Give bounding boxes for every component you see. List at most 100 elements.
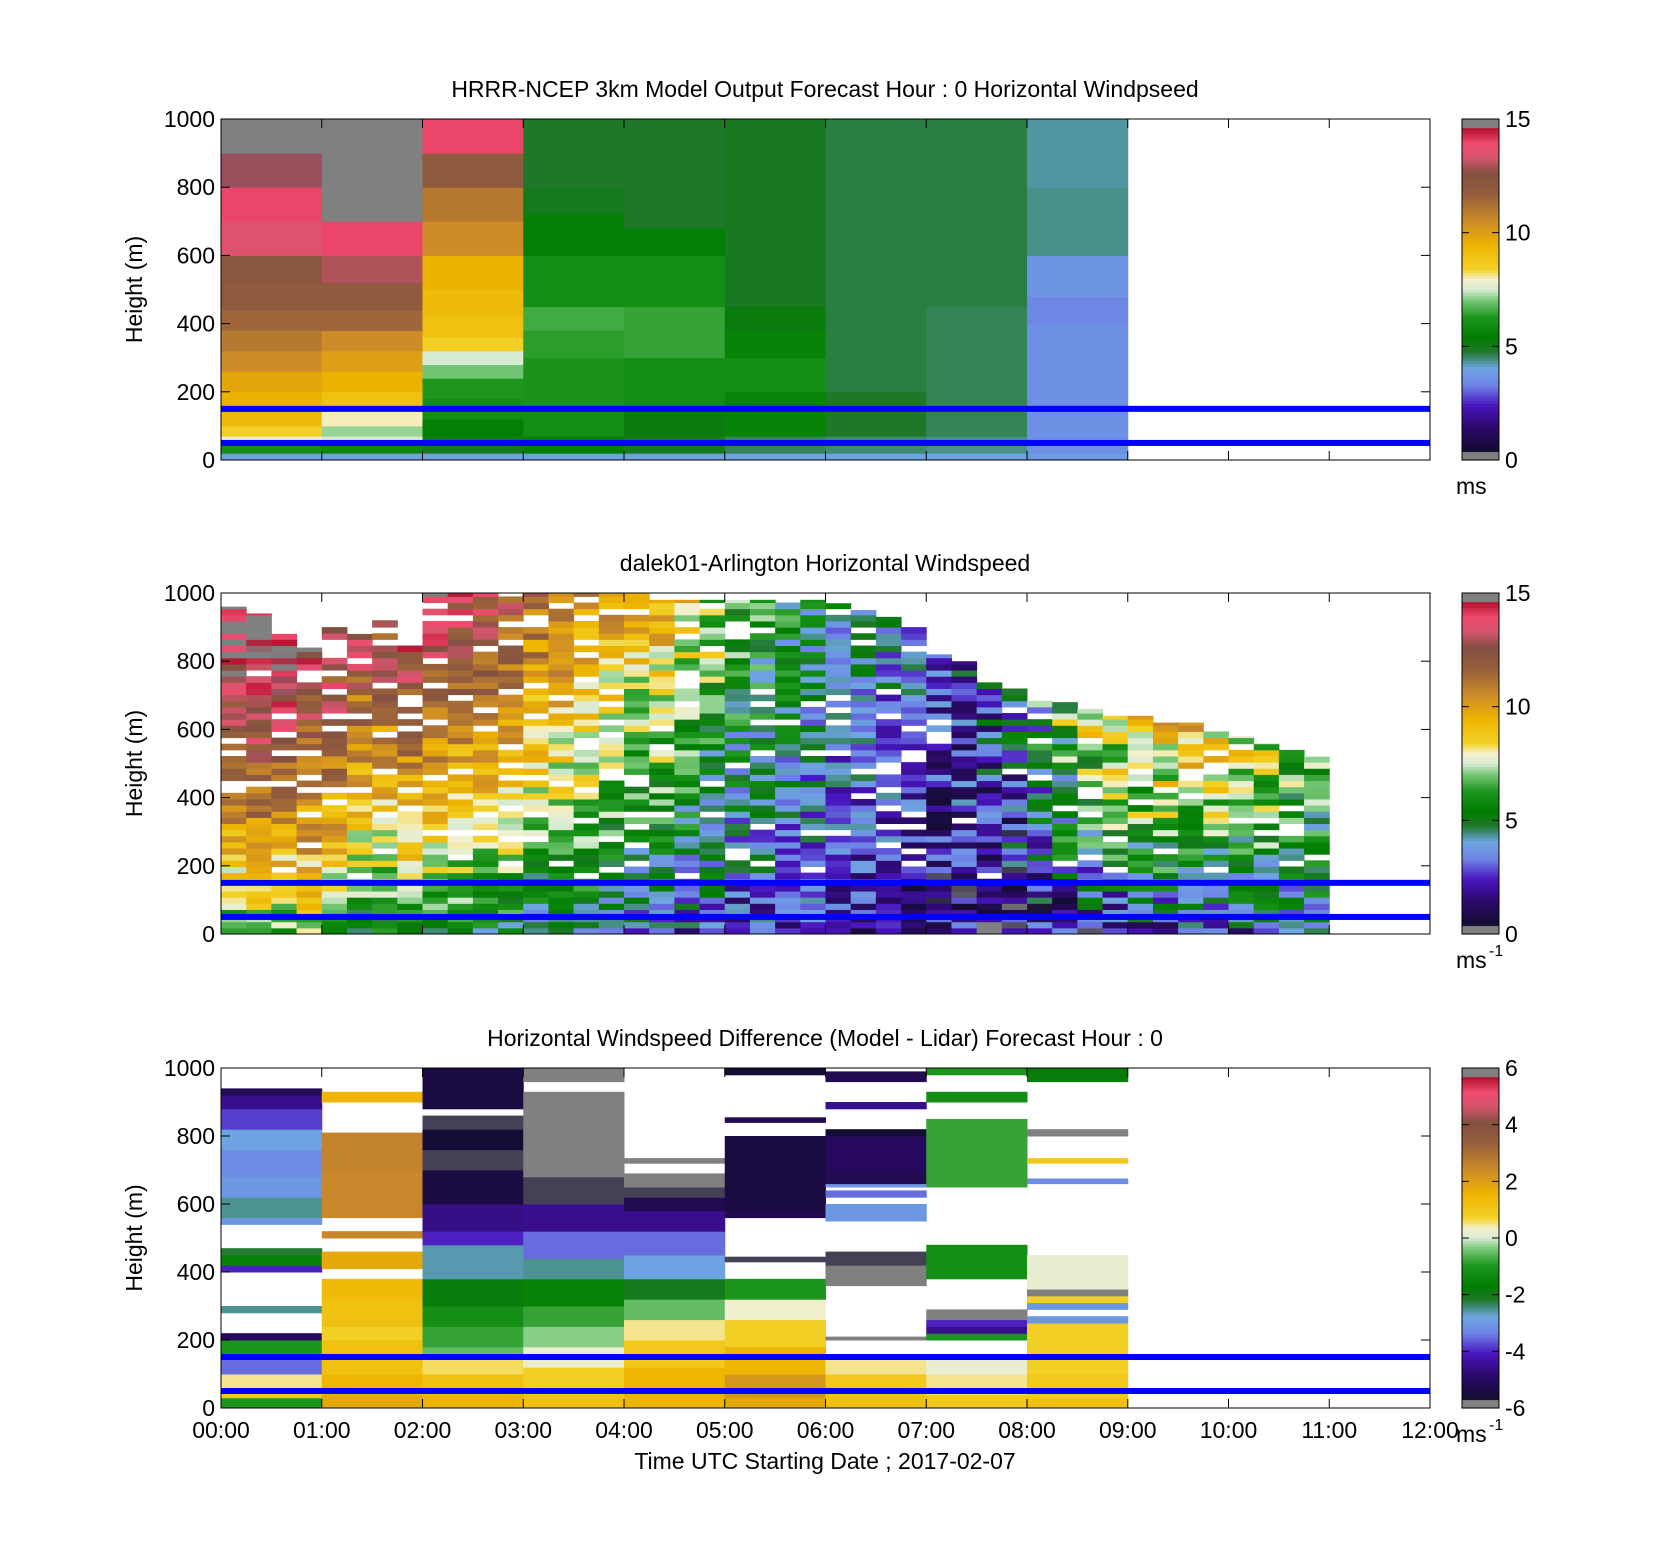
heatmap-cell [397, 706, 423, 714]
heatmap-cell [548, 872, 575, 880]
heatmap-cell [624, 854, 650, 861]
heatmap-cell [850, 700, 877, 708]
heatmap-cell [598, 786, 625, 794]
heatmap-cell [1127, 792, 1154, 800]
heatmap-cell [296, 866, 323, 874]
colorbar-swatch [1462, 255, 1499, 259]
heatmap-cell [523, 817, 549, 825]
heatmap-cell [926, 921, 952, 929]
heatmap-cell [749, 731, 776, 739]
heatmap-cell [447, 866, 474, 874]
colorbar-swatch [1462, 1068, 1499, 1072]
heatmap-cell [699, 897, 726, 904]
colorbar-swatch [1462, 1093, 1499, 1097]
heatmap-cell [372, 854, 398, 861]
heatmap-cell [825, 780, 852, 788]
heatmap-cell [926, 713, 952, 720]
heatmap-cell [346, 706, 373, 714]
heatmap-cell [800, 921, 826, 929]
heatmap-cell [926, 755, 952, 763]
heatmap-cell [825, 860, 852, 867]
heatmap-cell [976, 713, 1003, 720]
heatmap-cell [951, 891, 978, 898]
heatmap-cell [573, 719, 600, 726]
heatmap-cell [548, 927, 575, 934]
heatmap-cell [1027, 897, 1053, 904]
heatmap-cell [699, 614, 726, 622]
heatmap-cell [1278, 798, 1305, 806]
heatmap-cell [321, 694, 348, 702]
heatmap-cell [321, 1251, 423, 1270]
heatmap-cell [523, 903, 549, 910]
heatmap-cell [246, 762, 272, 769]
heatmap-cell [850, 897, 877, 904]
heatmap-cell [1178, 848, 1204, 855]
heatmap-cell [422, 1231, 524, 1246]
heatmap-cell [825, 792, 852, 800]
colorbar-swatch [1462, 1249, 1499, 1253]
colorbar-tick-label: 2 [1505, 1168, 1518, 1194]
colorbar-swatch [1462, 246, 1499, 251]
heatmap-cell [1178, 725, 1204, 732]
heatmap-cell [246, 897, 272, 904]
heatmap-cell [296, 651, 323, 659]
heatmap-cell [447, 743, 474, 751]
heatmap-cell [447, 706, 474, 714]
heatmap-cell [1102, 798, 1129, 806]
heatmap-cell [825, 657, 852, 665]
colorbar-swatch [1462, 1136, 1499, 1140]
heatmap-cell [800, 651, 826, 659]
heatmap-cell [321, 841, 348, 849]
heatmap-cell [422, 731, 449, 739]
colorbar-swatch [1462, 329, 1499, 333]
heatmap-cell [221, 872, 247, 880]
heatmap-cell [1203, 823, 1229, 831]
heatmap-cell [649, 651, 675, 659]
heatmap-cell [1304, 756, 1330, 763]
heatmap-cell [447, 872, 474, 880]
heatmap-cell [523, 663, 549, 671]
heatmap-cell [649, 749, 675, 757]
heatmap-cell [271, 860, 298, 867]
heatmap-cell [624, 657, 650, 665]
heatmap-cell [271, 633, 298, 640]
colorbar-swatch [1462, 655, 1499, 659]
heatmap-cell [221, 1095, 323, 1110]
colorbar-swatch [1462, 1096, 1499, 1100]
heatmap-cell [1278, 811, 1305, 818]
heatmap-cell [875, 743, 902, 751]
heatmap-cell [397, 774, 423, 782]
colorbar-swatch [1462, 391, 1499, 396]
heatmap-cell [321, 657, 348, 665]
heatmap-cell [346, 921, 373, 929]
heatmap-cell [523, 694, 549, 702]
heatmap-cell [1203, 854, 1229, 861]
heatmap-cell [875, 719, 902, 726]
heatmap-cell [1102, 786, 1129, 794]
heatmap-cell [523, 593, 549, 597]
heatmap-cell [397, 817, 423, 825]
colorbar-swatch [1462, 1362, 1499, 1367]
heatmap-cell [346, 792, 373, 800]
heatmap-cell [775, 780, 801, 788]
colorbar-swatch [1462, 377, 1499, 382]
heatmap-cell [674, 608, 701, 616]
heatmap-cell [1304, 805, 1330, 812]
heatmap-cell [548, 596, 575, 604]
heatmap-cell [447, 897, 474, 904]
heatmap-cell [649, 897, 675, 904]
heatmap-cell [624, 602, 650, 610]
heatmap-cell [724, 1397, 826, 1408]
colorbar-swatch [1462, 383, 1499, 387]
colorbar-swatch [1462, 337, 1499, 342]
heatmap-cell [598, 725, 625, 732]
heatmap-cell [951, 670, 978, 677]
heatmap-cell [875, 848, 902, 855]
heatmap-cell [221, 694, 247, 702]
heatmap-cell [321, 811, 348, 818]
colorbar-swatch [1462, 147, 1499, 151]
heatmap-cell [246, 848, 272, 855]
colorbar-swatch [1462, 664, 1499, 668]
heatmap-cell [372, 719, 398, 726]
heatmap-cell [724, 866, 751, 874]
